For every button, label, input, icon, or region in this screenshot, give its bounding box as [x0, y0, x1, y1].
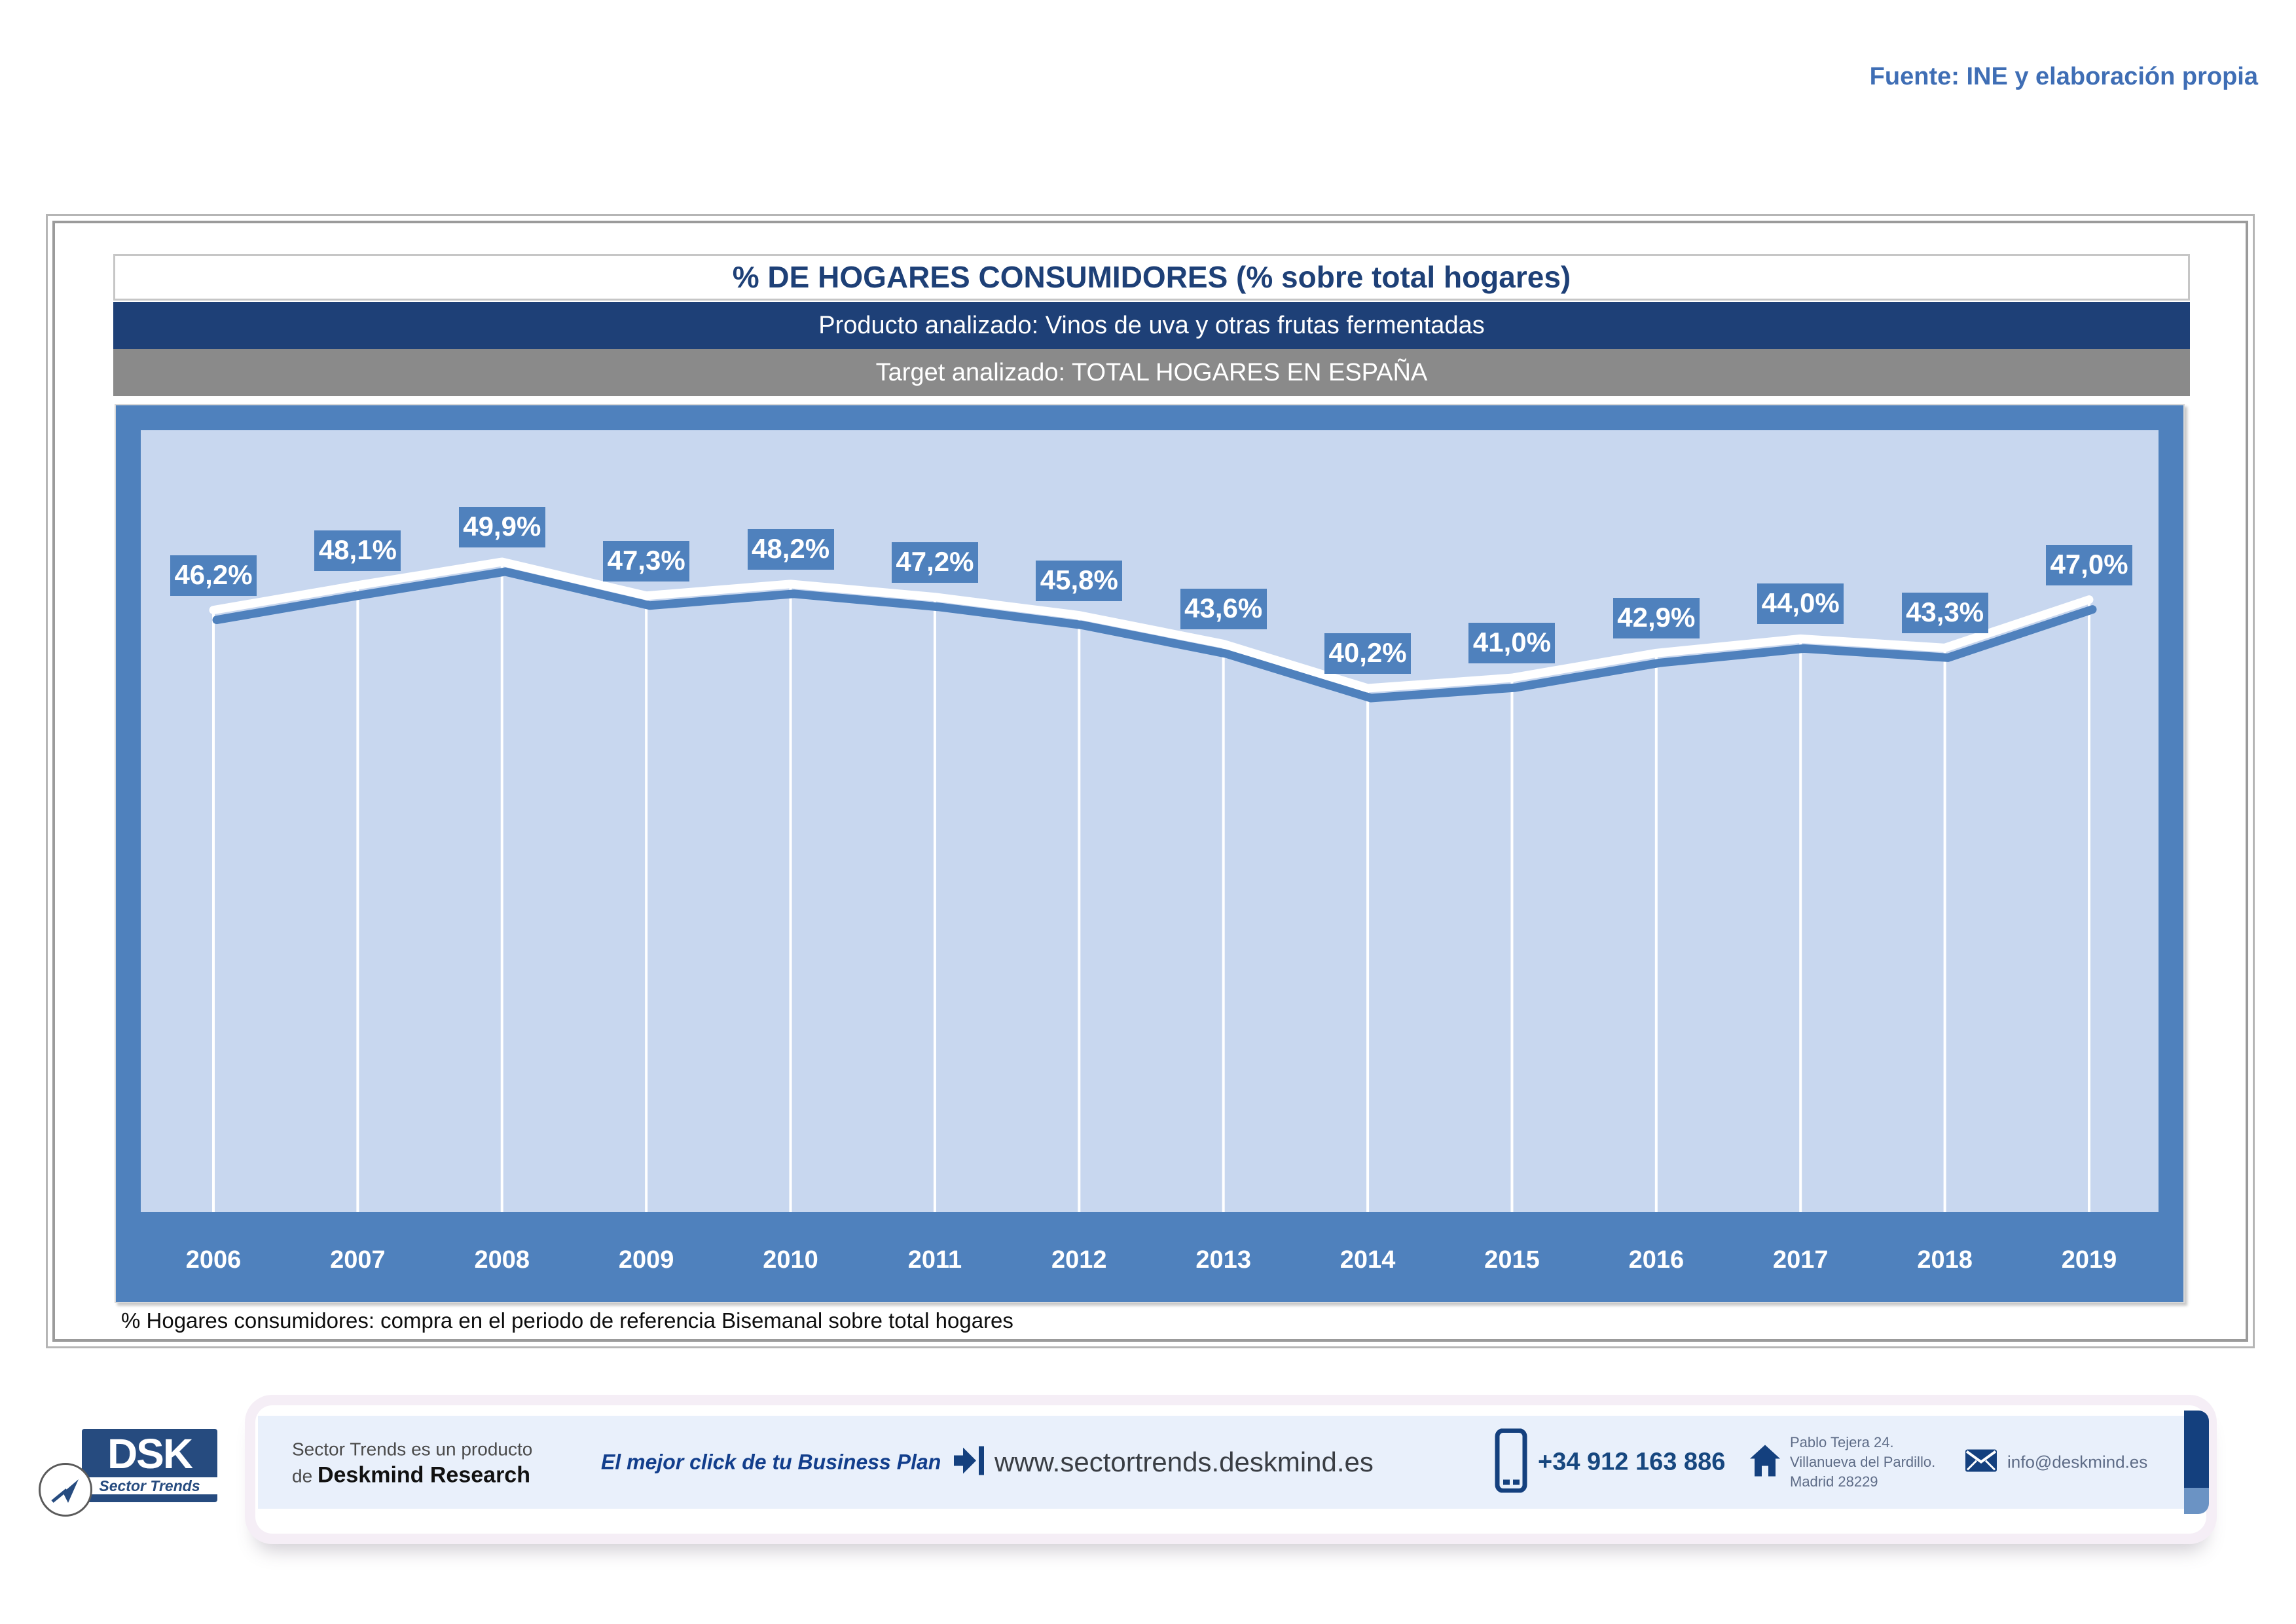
- data-label-2010: 48,2%: [747, 528, 834, 570]
- year-label-2008: 2008: [474, 1246, 530, 1274]
- year-label-2011: 2011: [907, 1246, 962, 1274]
- chart-title: % DE HOGARES CONSUMIDORES (% sobre total…: [113, 254, 2190, 301]
- data-label-2006: 46,2%: [170, 555, 257, 596]
- year-label-2007: 2007: [330, 1246, 386, 1274]
- house-icon: [1749, 1444, 1781, 1481]
- data-label-2014: 40,2%: [1324, 633, 1412, 674]
- footer-website: www.sectortrends.deskmind.es: [994, 1447, 1374, 1477]
- trend-chart: [209, 557, 2097, 1212]
- footer-bar: Sector Trends es un producto de Deskmind…: [255, 1405, 2209, 1534]
- year-label-2018: 2018: [1917, 1246, 1973, 1274]
- source-note: Fuente: INE y elaboración propia: [1869, 63, 2258, 90]
- trend-line-shadow: [212, 567, 2097, 703]
- envelope-icon: [1965, 1449, 1997, 1475]
- data-label-2011: 47,2%: [891, 542, 978, 583]
- data-label-2015: 41,0%: [1468, 623, 1556, 664]
- chart-container: 46,2% 48,1% 49,9% 47,3% 48,2% 47,2% 45,8% 43,6%…: [115, 404, 2185, 1303]
- data-label-2007: 48,1%: [314, 530, 401, 571]
- dsk-logo-band: Sector Trends: [82, 1477, 217, 1494]
- footer-product-line1: Sector Trends es un producto: [292, 1439, 533, 1460]
- data-label-2017: 44,0%: [1757, 583, 1844, 625]
- footer-address-line1: Pablo Tejera 24.: [1790, 1434, 1894, 1450]
- year-label-2009: 2009: [618, 1246, 674, 1274]
- year-label-2010: 2010: [763, 1246, 818, 1274]
- footer-address: Pablo Tejera 24. Villanueva del Pardillo…: [1790, 1433, 1935, 1492]
- year-label-2017: 2017: [1772, 1246, 1829, 1274]
- paper-plane-arrow-icon: [39, 1463, 92, 1517]
- footer-address-line2: Villanueva del Pardillo.: [1790, 1454, 1936, 1470]
- year-label-2016: 2016: [1628, 1246, 1685, 1274]
- data-label-2008: 49,9%: [458, 506, 545, 547]
- footer-phone: +34 912 163 886: [1538, 1448, 1726, 1476]
- plot-area: 46,2% 48,1% 49,9% 47,3% 48,2% 47,2% 45,8% 43,6%…: [141, 430, 2159, 1212]
- footer-tagline: El mejor click de tu Business Plan: [601, 1450, 941, 1474]
- year-label-2015: 2015: [1484, 1246, 1540, 1274]
- data-label-2018: 43,3%: [1901, 593, 1988, 634]
- footer-product-brand: Deskmind Research: [317, 1462, 530, 1488]
- footer-product-line2: de Deskmind Research: [292, 1463, 532, 1488]
- data-label-2009: 47,3%: [603, 540, 690, 581]
- year-label-2006: 2006: [185, 1246, 242, 1274]
- arrow-right-bracket-icon: [953, 1444, 987, 1481]
- chart-footnote: % Hogares consumidores: compra en el per…: [121, 1308, 1013, 1333]
- year-label-2014: 2014: [1339, 1246, 1396, 1274]
- footer-address-line3: Madrid 28229: [1790, 1473, 1878, 1490]
- target-banner: Target analizado: TOTAL HOGARES EN ESPAÑ…: [113, 349, 2190, 396]
- year-label-2019: 2019: [2061, 1246, 2117, 1274]
- dsk-logo: DSK Sector Trends: [39, 1429, 226, 1521]
- year-label-2013: 2013: [1195, 1246, 1251, 1274]
- dsk-logo-subtext: Sector Trends: [99, 1477, 200, 1494]
- footer-end-bar: [2184, 1411, 2209, 1514]
- data-label-2019: 47,0%: [2046, 544, 2132, 585]
- x-axis: 2006 2007 2008 2009 2010 2011 2012 2013 2014 2015…: [141, 1240, 2159, 1280]
- dsk-logo-rect: DSK Sector Trends: [82, 1429, 217, 1502]
- trend-line: [209, 557, 2094, 693]
- report-frame: [46, 214, 2255, 1348]
- data-label-2016: 42,9%: [1613, 598, 1700, 639]
- producto-banner: Producto analizado: Vinos de uva y otras…: [113, 302, 2190, 349]
- footer-strip: Sector Trends es un producto de Deskmind…: [258, 1416, 2185, 1509]
- footer-product-de: de: [292, 1466, 318, 1486]
- footer-email: info@deskmind.es: [2007, 1452, 2148, 1472]
- dsk-logo-text: DSK: [107, 1430, 193, 1477]
- report-frame-inner: [52, 221, 2248, 1342]
- data-label-2012: 45,8%: [1036, 560, 1123, 601]
- data-label-2013: 43,6%: [1180, 589, 1267, 630]
- mobile-phone-icon: [1495, 1428, 1527, 1496]
- year-label-2012: 2012: [1051, 1246, 1107, 1274]
- footer-product-block: Sector Trends es un producto de Deskmind…: [292, 1437, 532, 1488]
